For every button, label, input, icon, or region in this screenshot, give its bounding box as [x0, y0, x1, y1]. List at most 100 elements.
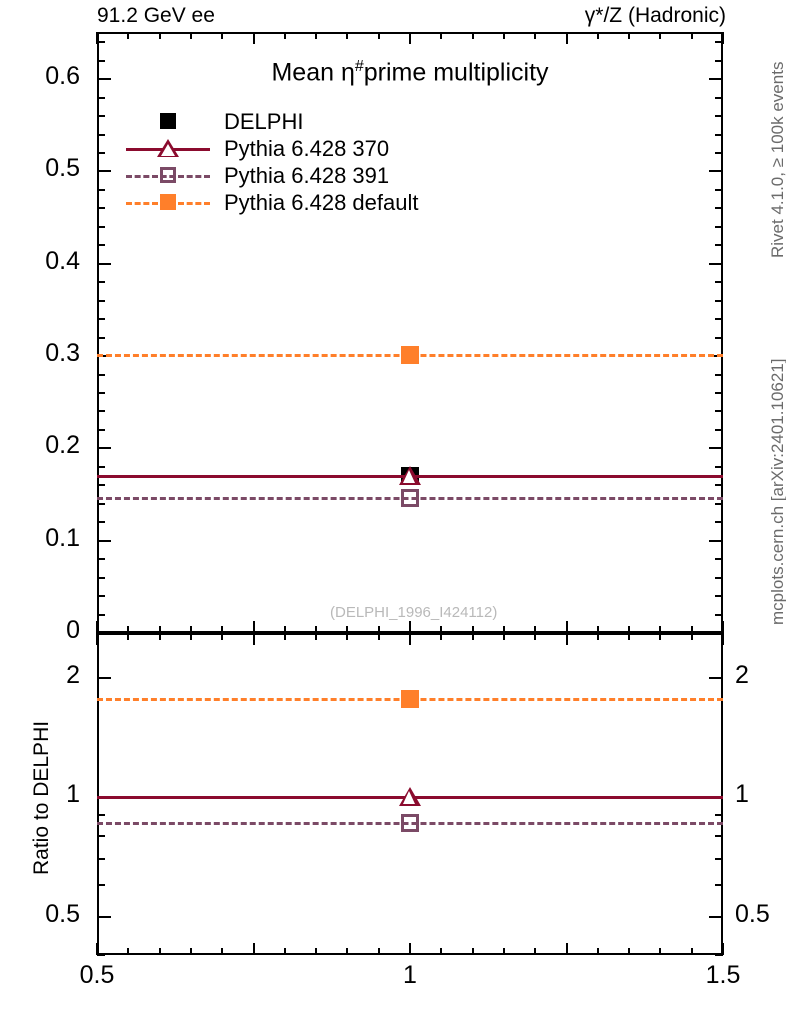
ratio-x-tick-top	[315, 633, 318, 640]
x-tick-top	[659, 32, 662, 39]
y-tick-left	[97, 613, 105, 616]
x-tick-bottom	[189, 626, 192, 633]
y-tick-left	[97, 465, 105, 468]
ratio-x-tick-bottom	[377, 948, 380, 955]
y-tick-right	[709, 262, 723, 265]
y-tick-left	[97, 576, 105, 579]
y-tick-right	[715, 373, 723, 376]
ratio-x-tick-bottom	[690, 948, 693, 955]
plot-title-base: Mean η	[271, 58, 355, 87]
y-tick-right	[715, 336, 723, 339]
y-tick-right	[715, 558, 723, 561]
y-tick-left	[97, 96, 105, 99]
ratio-y-tick-right	[715, 814, 723, 817]
y-tick-right	[715, 225, 723, 228]
y-tick-left	[97, 595, 105, 598]
y-tick-right	[715, 152, 723, 154]
x-tick-bottom	[409, 621, 411, 633]
ratio-y-tick-label-right: 0.5	[735, 899, 770, 928]
x-tick-bottom	[534, 626, 537, 633]
ratio-x-tick-bottom	[409, 943, 411, 955]
process-label: γ*/Z (Hadronic)	[584, 4, 726, 27]
x-tick-bottom	[471, 626, 474, 633]
y-tick-right	[715, 299, 723, 302]
y-tick-left	[97, 133, 105, 136]
y-tick-left	[97, 410, 105, 413]
x-tick-top	[690, 32, 693, 39]
y-tick-right	[715, 428, 723, 431]
legend-key	[120, 162, 216, 189]
legend-label: Pythia 6.428 391	[224, 163, 390, 188]
y-tick-left	[97, 318, 105, 321]
ratio-y-tick-left	[97, 834, 105, 837]
y-tick-left	[97, 188, 105, 191]
x-tick-bottom	[158, 626, 161, 633]
x-tick-top	[315, 32, 318, 39]
y-tick-right	[715, 392, 723, 394]
x-tick-bottom	[283, 626, 286, 633]
y-tick-left	[97, 41, 105, 44]
legend-key	[120, 189, 216, 216]
y-tick-right	[715, 133, 723, 136]
y-tick-right	[715, 207, 723, 210]
ratio-x-tick-top	[221, 633, 224, 640]
legend-label: DELPHI	[224, 109, 304, 134]
x-tick-bottom	[565, 621, 568, 633]
ratio-y-tick-left	[97, 857, 105, 860]
x-tick-top	[377, 32, 380, 39]
y-tick-right	[715, 595, 723, 598]
ratio-x-tick-top	[189, 633, 192, 640]
y-tick-left	[97, 78, 111, 81]
ratio-y-tick-right	[715, 954, 723, 956]
x-tick-top	[565, 32, 568, 44]
y-tick-right	[715, 244, 723, 247]
legend-key-marker	[160, 194, 176, 210]
ratio-x-tick-top	[440, 633, 443, 640]
ratio-series-marker	[401, 690, 419, 709]
y-tick-right	[715, 188, 723, 191]
y-tick-left	[97, 373, 105, 376]
legend-key-line	[126, 175, 210, 178]
ratio-y-tick-label: 0.5	[45, 899, 80, 928]
x-tick-top	[534, 32, 537, 39]
x-tick-bottom	[221, 626, 224, 633]
y-tick-left	[97, 502, 105, 505]
x-tick-bottom	[628, 626, 631, 633]
ratio-x-tick-bottom	[252, 943, 255, 955]
ratio-x-tick-top	[722, 633, 724, 645]
x-tick-top	[346, 32, 349, 39]
ratio-x-tick-bottom	[158, 948, 161, 955]
ratio-x-tick-bottom	[315, 948, 318, 955]
x-tick-bottom	[659, 626, 662, 633]
ratio-x-tick-top	[127, 633, 130, 640]
ratio-y-tick-left	[97, 915, 111, 918]
ratio-axis-label: Ratio to DELPHI	[30, 720, 53, 875]
ratio-x-tick-top	[565, 633, 568, 645]
y-tick-right	[715, 59, 723, 62]
ratio-x-tick-top	[346, 633, 349, 640]
y-tick-left	[97, 281, 105, 284]
x-tick-bottom	[690, 626, 693, 633]
y-tick-left	[97, 59, 105, 62]
ratio-x-tick-bottom	[502, 948, 505, 955]
ratio-y-tick-label-right: 2	[735, 661, 749, 690]
x-tick-bottom	[252, 621, 255, 633]
main-y-tick-label: 0.5	[45, 154, 80, 183]
y-tick-right	[715, 465, 723, 468]
ratio-x-tick-bottom	[596, 948, 599, 955]
y-tick-right	[715, 115, 723, 118]
y-tick-right	[715, 41, 723, 44]
ratio-x-tick-top	[96, 633, 98, 645]
series-line	[97, 496, 723, 500]
ratio-x-tick-bottom	[565, 943, 568, 955]
ratio-y-tick-right	[715, 884, 723, 887]
legend-key-marker	[160, 167, 176, 183]
triangle-inner	[403, 470, 416, 484]
ratio-y-tick-left	[97, 954, 105, 956]
ratio-y-tick-left	[97, 884, 105, 887]
x-tick-label: 0.5	[79, 961, 115, 989]
plot-title: Mean η#prime multiplicity	[97, 58, 723, 87]
ratio-y-tick-left	[97, 814, 105, 817]
x-tick-bottom	[315, 626, 318, 633]
